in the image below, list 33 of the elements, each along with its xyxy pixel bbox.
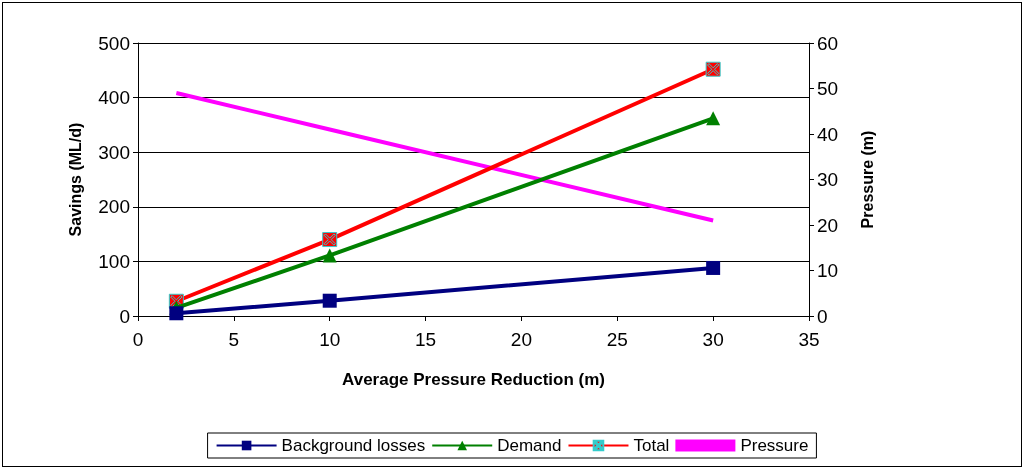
legend-label: Total: [633, 436, 670, 455]
y-axis-title: Savings (ML/d): [66, 122, 84, 237]
x-tick-label: 35: [798, 329, 820, 350]
point: [169, 306, 184, 321]
y-tick-label: 400: [98, 87, 130, 109]
x-axis-title: Average Pressure Reduction (m): [342, 370, 605, 389]
legend-label: Demand: [497, 436, 562, 455]
point: [706, 260, 721, 275]
y2-axis-title: Pressure (m): [858, 130, 876, 229]
legend-label: Background losses: [281, 436, 426, 455]
x-tick-label: 20: [510, 329, 532, 350]
y2-tick-label: 20: [817, 214, 839, 236]
x-tick-label: 15: [415, 329, 437, 350]
y2-tick-label: 0: [817, 305, 828, 327]
point: [322, 293, 337, 308]
y2-tick-label: 30: [817, 169, 839, 190]
y2-tick-label: 10: [817, 260, 839, 281]
x-tick-label: 5: [228, 329, 240, 350]
y2-tick-label: 50: [817, 78, 839, 99]
legend-label: Pressure: [740, 436, 809, 455]
x-tick-label: 0: [132, 329, 144, 350]
y-tick-label: 0: [119, 305, 130, 327]
y2-tick-label: 40: [817, 123, 839, 145]
x-tick-label: 10: [319, 329, 341, 350]
y2-tick-label: 60: [817, 32, 839, 54]
y-tick-label: 100: [98, 250, 130, 272]
point: [706, 111, 721, 126]
point: [322, 248, 337, 263]
x-tick-label: 25: [606, 329, 628, 350]
y-tick-label: 500: [98, 32, 130, 54]
x-tick-label: 30: [702, 329, 724, 350]
y-tick-label: 300: [98, 141, 130, 163]
y-tick-label: 200: [98, 196, 130, 218]
